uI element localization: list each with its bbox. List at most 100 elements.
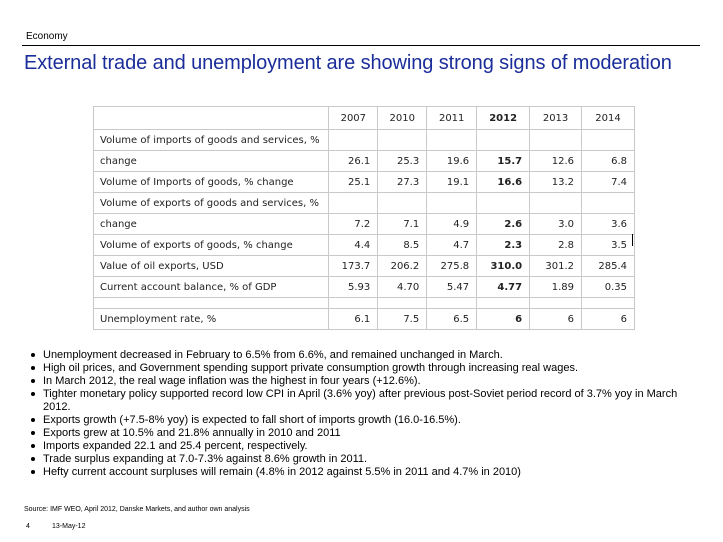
bullet-text: Hefty current account surpluses will rem…: [43, 466, 521, 478]
header-divider: [22, 45, 700, 46]
table-row: Unemployment rate, % 6.1 7.5 6.5 6 6 6: [92, 308, 635, 330]
table-cell: [476, 129, 531, 151]
column-header: 2011: [426, 106, 478, 130]
table-cell: 6: [476, 308, 531, 330]
table-cell: 12.6: [529, 150, 583, 172]
bullet-dot-icon: [31, 379, 35, 383]
table-cell: 2.6: [476, 213, 531, 235]
row-label: Volume of exports of goods and services,…: [92, 192, 330, 214]
table-cell: 7.4: [581, 171, 635, 193]
bullet-text: Exports growth (+7.5-8% yoy) is expected…: [43, 414, 461, 426]
table-cell: 6: [581, 308, 635, 330]
table-cell: 4.70: [377, 276, 428, 298]
table-cell: 6.8: [581, 150, 635, 172]
table-cell: 15.7: [476, 150, 531, 172]
row-label: Current account balance, % of GDP: [92, 276, 330, 298]
table-cell: [476, 297, 531, 309]
bullet-item: Imports expanded 22.1 and 25.4 percent, …: [31, 440, 701, 453]
table-row: Volume of Imports of goods, % change 25.1…: [92, 171, 635, 193]
table-header-row: 2007 2010 2011 2012 2013 2014: [92, 106, 635, 130]
table-cell: 19.1: [426, 171, 478, 193]
bullet-text: In March 2012, the real wage inflation w…: [43, 375, 421, 387]
table-cell: 5.93: [328, 276, 379, 298]
bullet-item: Unemployment decreased in February to 6.…: [31, 349, 701, 362]
section-label: Economy: [26, 31, 68, 42]
table-cell: 0.35: [581, 276, 635, 298]
table-cell: [581, 129, 635, 151]
bullet-item: In March 2012, the real wage inflation w…: [31, 375, 701, 388]
table-cell: [377, 297, 428, 309]
bullet-dot-icon: [31, 353, 35, 357]
table-cell: 27.3: [377, 171, 428, 193]
bullet-item: Tighter monetary policy supported record…: [31, 388, 701, 414]
bullet-text: Trade surplus expanding at 7.0-7.3% agai…: [43, 453, 368, 465]
table-cell: 5.47: [426, 276, 478, 298]
bullet-list: Unemployment decreased in February to 6.…: [31, 349, 701, 479]
table-cell: 7.5: [377, 308, 428, 330]
bullet-dot-icon: [31, 457, 35, 461]
data-table-container: 2007 2010 2011 2012 2013 2014 Volume of …: [92, 106, 635, 330]
bullet-dot-icon: [31, 431, 35, 435]
table-row: Volume of exports of goods, % change 4.4 8…: [92, 234, 635, 256]
table-row: Volume of exports of goods and services,…: [92, 192, 635, 214]
table-cell: 6.1: [328, 308, 379, 330]
bullet-text: High oil prices, and Government spending…: [43, 362, 579, 374]
table-cell: 206.2: [377, 255, 428, 277]
table-cell: 2.8: [529, 234, 583, 256]
bullet-text: Tighter monetary policy supported record…: [43, 388, 678, 413]
bullet-item: Exports grew at 10.5% and 21.8% annually…: [31, 427, 701, 440]
row-label: [92, 297, 330, 309]
table-cell: 3.6: [581, 213, 635, 235]
column-header: 2014: [581, 106, 635, 130]
header-corner: [92, 106, 330, 130]
table-cell: [328, 129, 379, 151]
table-cell: 25.1: [328, 171, 379, 193]
table-cell: [529, 297, 583, 309]
table-row: Current account balance, % of GDP 5.93 4.7…: [92, 276, 635, 298]
bullet-text: Unemployment decreased in February to 6.…: [43, 349, 503, 361]
table-cell: 16.6: [476, 171, 531, 193]
bullet-text: Exports grew at 10.5% and 21.8% annually…: [43, 427, 341, 439]
bullet-dot-icon: [31, 470, 35, 474]
table-cell: [426, 192, 478, 214]
table-cell: [581, 192, 635, 214]
table-cell: 1.89: [529, 276, 583, 298]
row-label: Volume of imports of goods and services,…: [92, 129, 330, 151]
table-cell: 310.0: [476, 255, 531, 277]
bullet-item: Trade surplus expanding at 7.0-7.3% agai…: [31, 453, 701, 466]
bullet-dot-icon: [31, 366, 35, 370]
table-cell: 4.4: [328, 234, 379, 256]
column-header: 2007: [328, 106, 379, 130]
table-cell: 3.5: [581, 234, 635, 256]
table-cell: 26.1: [328, 150, 379, 172]
table-cell: [377, 129, 428, 151]
slide-title: External trade and unemployment are show…: [24, 52, 672, 74]
table-cell: 3.0: [529, 213, 583, 235]
table-cell: 7.2: [328, 213, 379, 235]
table-cell: 13.2: [529, 171, 583, 193]
table-cell: 4.77: [476, 276, 531, 298]
table-cell: [426, 297, 478, 309]
column-header: 2013: [529, 106, 583, 130]
bullet-text: Imports expanded 22.1 and 25.4 percent, …: [43, 440, 308, 452]
row-label: Volume of Imports of goods, % change: [92, 171, 330, 193]
table-row: [92, 297, 635, 309]
table-row: Volume of imports of goods and services,…: [92, 129, 635, 151]
table-cell: [328, 192, 379, 214]
table-cell: [426, 129, 478, 151]
bullet-item: Exports growth (+7.5-8% yoy) is expected…: [31, 414, 701, 427]
table-row: Value of oil exports, USD 173.7 206.2 275.8…: [92, 255, 635, 277]
table-cell: 6.5: [426, 308, 478, 330]
table-cell: 301.2: [529, 255, 583, 277]
table-cell: 6: [529, 308, 583, 330]
table-row: change 7.2 7.1 4.9 2.6 3.0 3.6: [92, 213, 635, 235]
table-cell: 285.4: [581, 255, 635, 277]
table-cell: [377, 192, 428, 214]
table-cell: 4.7: [426, 234, 478, 256]
table-cell: 2.3: [476, 234, 531, 256]
column-header: 2010: [377, 106, 428, 130]
table-cell: 25.3: [377, 150, 428, 172]
row-label: Unemployment rate, %: [92, 308, 330, 330]
column-header-highlight: 2012: [476, 106, 531, 130]
row-label: change: [92, 213, 330, 235]
